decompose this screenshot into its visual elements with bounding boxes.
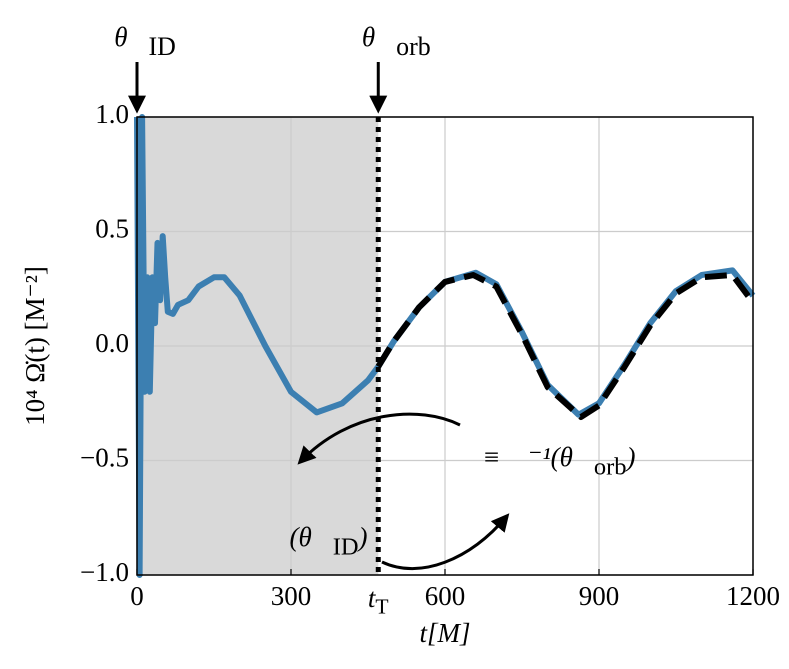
x-tick-label: 600 bbox=[425, 581, 466, 611]
x-tick-label: 900 bbox=[579, 581, 620, 611]
text-part: θ⃗ bbox=[362, 22, 396, 52]
arrow-s bbox=[381, 513, 510, 571]
annotation: 𝒢 ≡ 𝒮⁻¹(θ⃗orb) bbox=[455, 442, 636, 480]
x-tick-label: 300 bbox=[271, 581, 312, 611]
subscript: T bbox=[375, 594, 388, 618]
x-tick-label: 0 bbox=[130, 581, 144, 611]
y-tick-label: −1.0 bbox=[80, 557, 129, 587]
text-part: ) bbox=[357, 522, 368, 552]
annotation: θ⃗ID bbox=[114, 22, 176, 61]
x-axis-label: t[M] bbox=[419, 618, 470, 648]
plot-area bbox=[136, 116, 754, 576]
text-part: 𝒮(θ⃗ bbox=[268, 522, 332, 552]
y-tick-label: 1.0 bbox=[95, 99, 129, 129]
x-tick-label: 1200 bbox=[726, 581, 780, 611]
text-part: 𝒢 ≡ 𝒮⁻¹(θ⃗ bbox=[455, 442, 594, 472]
text-part: t bbox=[368, 583, 377, 613]
fit-line bbox=[375, 272, 756, 420]
subscript: ID bbox=[148, 32, 175, 61]
text-part: ) bbox=[624, 442, 635, 472]
annotation: θ⃗orb bbox=[362, 22, 431, 61]
subscript: orb bbox=[396, 32, 431, 61]
text-part: θ⃗ bbox=[114, 22, 148, 52]
y-axis-label: 10⁴ Ω̇(t) [M⁻²] bbox=[20, 266, 50, 426]
axes-frame bbox=[136, 116, 754, 576]
y-tick-label: 0.5 bbox=[95, 214, 129, 244]
subscript: orb bbox=[594, 453, 627, 480]
marker-label: tT bbox=[368, 583, 389, 618]
y-tick-label: −0.5 bbox=[80, 443, 129, 473]
y-tick-label: 0.0 bbox=[95, 328, 129, 358]
arrow-g bbox=[297, 412, 461, 465]
subscript: ID bbox=[333, 533, 359, 560]
annotation: 𝒮(θ⃗ID) bbox=[268, 522, 367, 560]
